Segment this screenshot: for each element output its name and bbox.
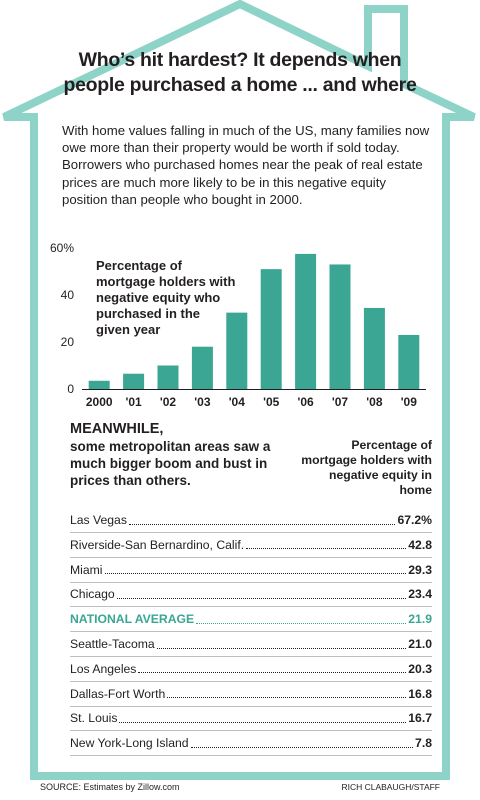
headline: Who’s hit hardest? It depends when peopl… — [30, 48, 450, 98]
house-outline — [2, 0, 476, 780]
dot-leader — [246, 548, 407, 550]
bar-08 — [363, 307, 385, 389]
metro-name: Miami — [70, 562, 103, 577]
dot-leader — [138, 672, 407, 674]
metro-name: Chicago — [70, 587, 115, 602]
table-row: Miami 29.3 — [70, 558, 432, 583]
table-row: Seattle-Tacoma 21.0 — [70, 632, 432, 657]
dot-leader — [128, 523, 396, 525]
metro-value: 29.3 — [408, 562, 432, 577]
metro-name: Dallas-Fort Worth — [70, 686, 166, 701]
credit-note: RICH CLABAUGH/STAFF — [341, 782, 440, 792]
x-tick-label: '06 — [297, 395, 314, 409]
metro-value: 16.8 — [408, 686, 432, 701]
metro-value: 21.0 — [408, 637, 432, 651]
y-tick-label: 20 — [61, 335, 75, 349]
x-tick-label: '02 — [160, 395, 177, 409]
table-row: Dallas-Fort Worth 16.8 — [70, 682, 432, 707]
headline-line2: people purchased a home ... and where — [63, 74, 417, 96]
metro-name: Los Angeles — [70, 661, 137, 676]
dot-leader — [196, 622, 407, 624]
metro-name: NATIONAL AVERAGE — [70, 612, 195, 627]
bar-2000 — [88, 380, 110, 389]
metro-value: 7.8 — [415, 736, 432, 751]
bar-02 — [157, 365, 179, 389]
table-column-header: Percentage of mortgage holders with nega… — [301, 438, 432, 497]
bar-03 — [191, 346, 213, 389]
x-tick-label: '04 — [229, 395, 246, 409]
table-row-national-average: NATIONAL AVERAGE 21.9 — [70, 607, 432, 633]
dot-leader — [156, 647, 407, 649]
table-row: Chicago 23.4 — [70, 582, 432, 608]
bar-04 — [226, 312, 248, 389]
dot-leader — [190, 746, 414, 748]
metro-name: Las Vegas — [70, 513, 127, 527]
metro-name: Riverside-San Bernardino, Calif. — [70, 537, 245, 552]
source-note: SOURCE: Estimates by Zillow.com — [40, 782, 180, 792]
metro-value: 42.8 — [408, 537, 432, 552]
bar-07 — [329, 264, 351, 389]
metro-name: New York-Long Island — [70, 736, 189, 751]
table-row: Riverside-San Bernardino, Calif. 42.8 — [70, 533, 432, 558]
table-row: Los Angeles 20.3 — [70, 657, 432, 682]
bar-06 — [295, 253, 317, 389]
bar-05 — [260, 269, 282, 389]
metro-value: 67.2% — [397, 513, 432, 527]
metro-value: 21.9 — [408, 612, 432, 627]
x-tick-label: '03 — [194, 395, 211, 409]
metro-name: St. Louis — [70, 711, 118, 726]
x-tick-label: '08 — [366, 395, 383, 409]
bar-01 — [123, 373, 145, 389]
meanwhile-lead: MEANWHILE, — [70, 421, 164, 437]
chart-title: Percentage of mortgage holders with nega… — [96, 258, 236, 337]
table-row: St. Louis 16.7 — [70, 706, 432, 732]
y-tick-label: 40 — [61, 288, 75, 302]
dot-leader — [116, 597, 407, 599]
metro-value: 20.3 — [408, 661, 432, 676]
x-tick-label: '09 — [401, 395, 418, 409]
x-tick-label: '05 — [263, 395, 280, 409]
x-tick-label: 2000 — [86, 395, 113, 409]
y-tick-label: 60% — [50, 241, 74, 255]
x-tick-label: '01 — [125, 395, 142, 409]
meanwhile-text: some metropolitan areas saw a much bigge… — [70, 439, 271, 488]
meanwhile-block: MEANWHILE, some metropolitan areas saw a… — [70, 420, 280, 489]
bar-09 — [398, 334, 420, 389]
dot-leader — [104, 573, 407, 575]
y-tick-label: 0 — [67, 382, 74, 396]
table-row: Las Vegas 67.2% — [70, 508, 432, 533]
table-row: New York-Long Island 7.8 — [70, 731, 432, 757]
headline-line1: Who’s hit hardest? It depends when — [78, 49, 402, 71]
intro-text: With home values falling in much of the … — [62, 123, 430, 207]
metro-value: 16.7 — [408, 711, 432, 726]
bar-chart: 0 20 40 60% 2000 '01 '02 '03 '04 '05 '06 '07 '08 '09 — [50, 241, 426, 409]
dot-leader — [119, 721, 407, 723]
metro-value: 23.4 — [408, 587, 432, 602]
dot-leader — [167, 697, 407, 699]
metro-name: Seattle-Tacoma — [70, 637, 155, 651]
x-tick-label: '07 — [332, 395, 349, 409]
